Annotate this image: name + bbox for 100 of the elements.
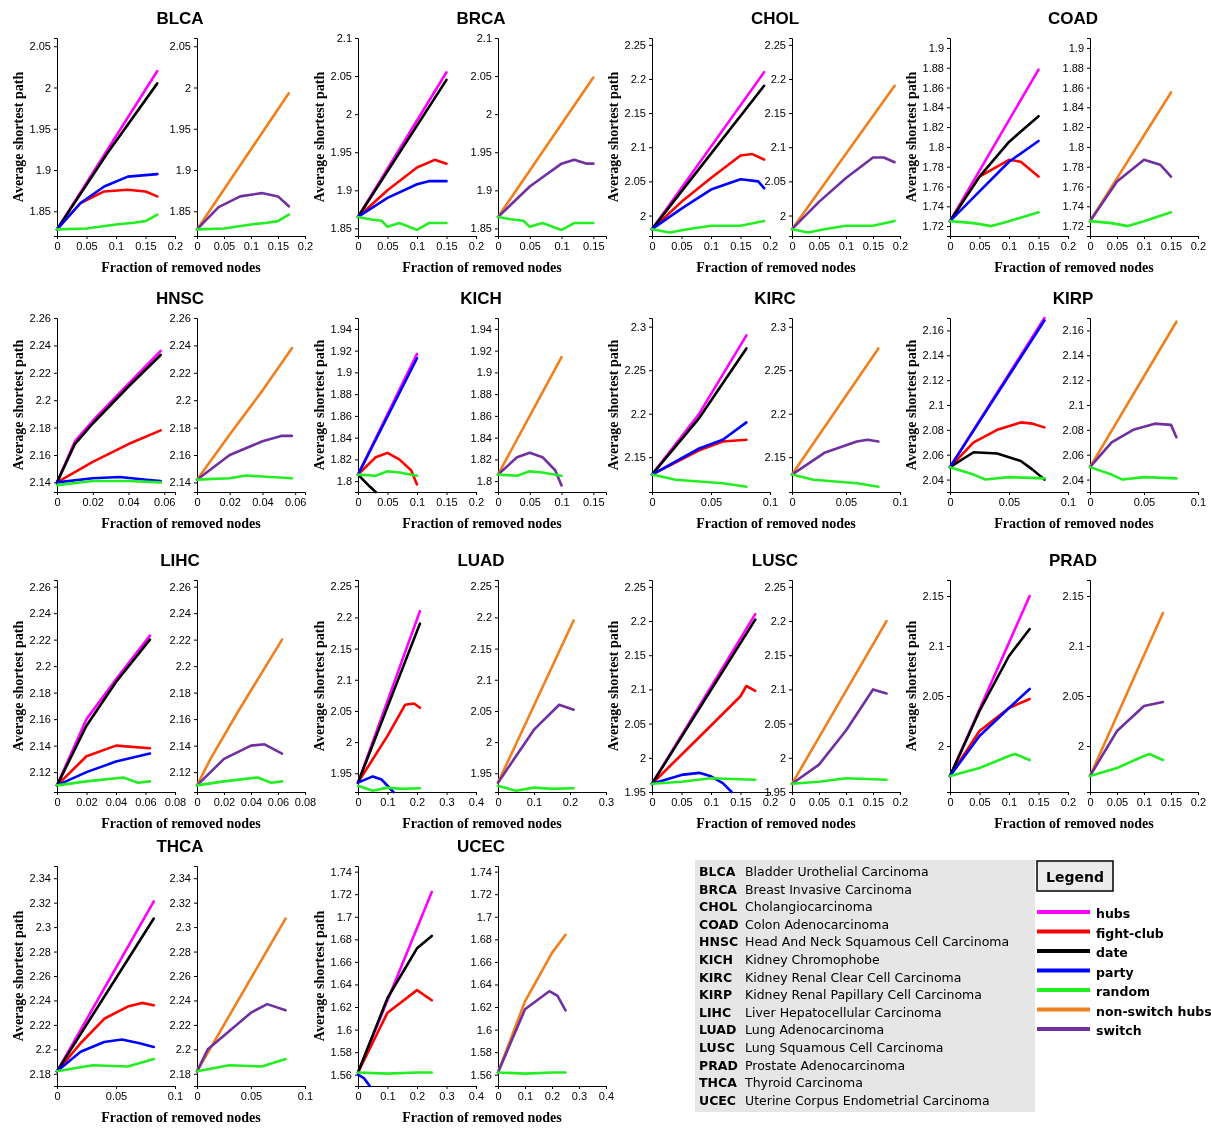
- y-tick-label: 1.8: [336, 475, 352, 488]
- x-tick-label: 0.05: [808, 795, 831, 808]
- y-tick-label: 2.25: [624, 364, 646, 377]
- y-tick-label: 2.1: [1068, 399, 1084, 412]
- chart-title: KIRP: [1052, 289, 1094, 308]
- x-tick-label: 0.02: [76, 795, 98, 808]
- y-tick-label: 2.04: [922, 473, 944, 486]
- x-tick-label: 0.1: [554, 495, 570, 508]
- y-tick-label: 1.9: [476, 366, 492, 379]
- y-tick-label: 1.86: [1062, 81, 1084, 94]
- text: KICH Kidney Chromophobe: [699, 952, 881, 967]
- y-tick-label: 2.1: [336, 673, 352, 686]
- x-tick-label: 0: [54, 239, 61, 252]
- y-tick-label: 2.1: [630, 141, 646, 154]
- y-tick-label: 2.2: [336, 611, 352, 624]
- y-tick-label: 2.28: [169, 945, 191, 958]
- x-tick-label: 0: [54, 795, 61, 808]
- y-tick-label: 2: [345, 108, 352, 121]
- y-tick-label: 2.2: [630, 615, 646, 628]
- x-tick-label: 0.1: [838, 239, 855, 252]
- x-tick-label: 0.05: [105, 1089, 128, 1102]
- chart-title: LUSC: [751, 551, 799, 570]
- y-axis-title: Average shortest path: [606, 620, 621, 752]
- y-tick-label: 1.94: [330, 322, 352, 335]
- x-tick-label: 0.06: [267, 795, 290, 808]
- x-tick-label: 0.15: [436, 239, 458, 252]
- x-tick-label: 0.15: [267, 239, 290, 252]
- text: BRCA Breast Invasive Carcinoma: [699, 881, 912, 897]
- y-tick-label: 1.84: [922, 101, 944, 114]
- x-tick-label: 0: [789, 495, 796, 508]
- x-tick-label: 0.05: [1133, 495, 1156, 508]
- y-axis-title: Average shortest path: [312, 71, 327, 203]
- x-tick-label: 0.2: [409, 795, 426, 808]
- x-tick-label: 0.1: [892, 495, 909, 508]
- y-tick-label: 1.88: [922, 61, 944, 74]
- y-tick-label: 2.32: [169, 896, 191, 909]
- y-tick-label: 2.3: [175, 921, 191, 934]
- y-tick-label: 1.88: [330, 388, 352, 401]
- y-tick-label: 2.26: [29, 970, 51, 983]
- y-tick-label: 1.8: [928, 140, 944, 153]
- y-tick-label: 1.88: [1062, 61, 1084, 74]
- y-tick-label: 2.1: [476, 32, 492, 45]
- chart-title: HNSC: [155, 289, 205, 308]
- text: BLCA Bladder Urothelial Carcinoma: [699, 864, 929, 879]
- y-tick-label: 1.7: [476, 910, 492, 923]
- y-tick-label: 2.18: [29, 686, 51, 699]
- x-tick-label: 0.15: [1028, 239, 1050, 252]
- x-tick-label: 0.1: [409, 495, 426, 508]
- y-tick-label: 2.06: [922, 448, 944, 461]
- y-axis-title: Average shortest path: [904, 339, 919, 471]
- y-tick-label: 2.25: [624, 38, 646, 51]
- y-tick-label: 1.82: [330, 453, 352, 466]
- y-tick-label: 2.26: [169, 580, 191, 593]
- y-tick-label: 1.82: [1062, 121, 1084, 134]
- y-tick-label: 2.25: [624, 580, 646, 593]
- y-tick-label: 2.26: [169, 312, 191, 325]
- y-tick-label: 2.18: [29, 1067, 51, 1080]
- text: KIRC Kidney Renal Clear Cell Carcinoma: [699, 969, 962, 985]
- y-tick-label: 2.1: [770, 683, 786, 696]
- x-tick-label: 0.1: [517, 1089, 534, 1102]
- legend-label: switch: [1096, 1023, 1142, 1038]
- x-tick-label: 0: [54, 1089, 61, 1102]
- chart-title: BRCA: [456, 9, 506, 28]
- x-tick-label: 0.05: [969, 795, 991, 808]
- x-tick-label: 0.4: [468, 1089, 485, 1102]
- y-tick-label: 1.88: [470, 388, 492, 401]
- x-tick-label: 0.1: [703, 795, 720, 808]
- y-tick-label: 1.72: [1062, 220, 1084, 233]
- y-tick-label: 2.15: [764, 107, 786, 120]
- y-tick-label: 1.9: [35, 164, 51, 177]
- text: CHOL Cholangiocarcinoma: [699, 899, 873, 915]
- x-tick-label: 0.1: [380, 795, 396, 808]
- y-tick-label: 2.15: [624, 451, 646, 464]
- y-tick-label: 2.1: [928, 399, 944, 412]
- text: THCA Thyroid Carcinoma: [699, 1075, 863, 1091]
- y-tick-label: 1.64: [470, 978, 492, 991]
- x-tick-label: 0: [649, 495, 656, 508]
- y-tick-label: 1.74: [470, 865, 492, 878]
- x-tick-label: 0.1: [838, 795, 855, 808]
- x-axis-title: Fraction of removed nodes: [994, 816, 1155, 831]
- y-tick-label: 2.05: [922, 690, 944, 703]
- y-axis-title: Average shortest path: [11, 339, 26, 471]
- y-tick-label: 2.34: [169, 872, 191, 885]
- y-tick-label: 2.15: [470, 642, 492, 655]
- y-tick-label: 2.05: [1062, 690, 1084, 703]
- y-tick-label: 2.22: [169, 633, 191, 646]
- text: LUAD Lung Adenocarcinoma: [699, 1022, 885, 1038]
- y-tick-label: 1.95: [470, 146, 492, 159]
- y-tick-label: 2.1: [336, 32, 352, 45]
- y-tick-label: 1.86: [330, 409, 352, 422]
- legend-label: random: [1096, 984, 1151, 999]
- x-tick-label: 0: [649, 795, 656, 808]
- y-tick-label: 2.25: [330, 580, 352, 593]
- x-tick-label: 0.05: [1106, 795, 1129, 808]
- y-tick-label: 2.1: [1068, 640, 1084, 653]
- y-tick-label: 1.58: [330, 1046, 352, 1059]
- x-axis-title: Fraction of removed nodes: [994, 260, 1155, 275]
- x-tick-label: 0: [355, 495, 362, 508]
- x-tick-label: 0.2: [167, 239, 184, 252]
- y-tick-label: 2: [779, 751, 786, 764]
